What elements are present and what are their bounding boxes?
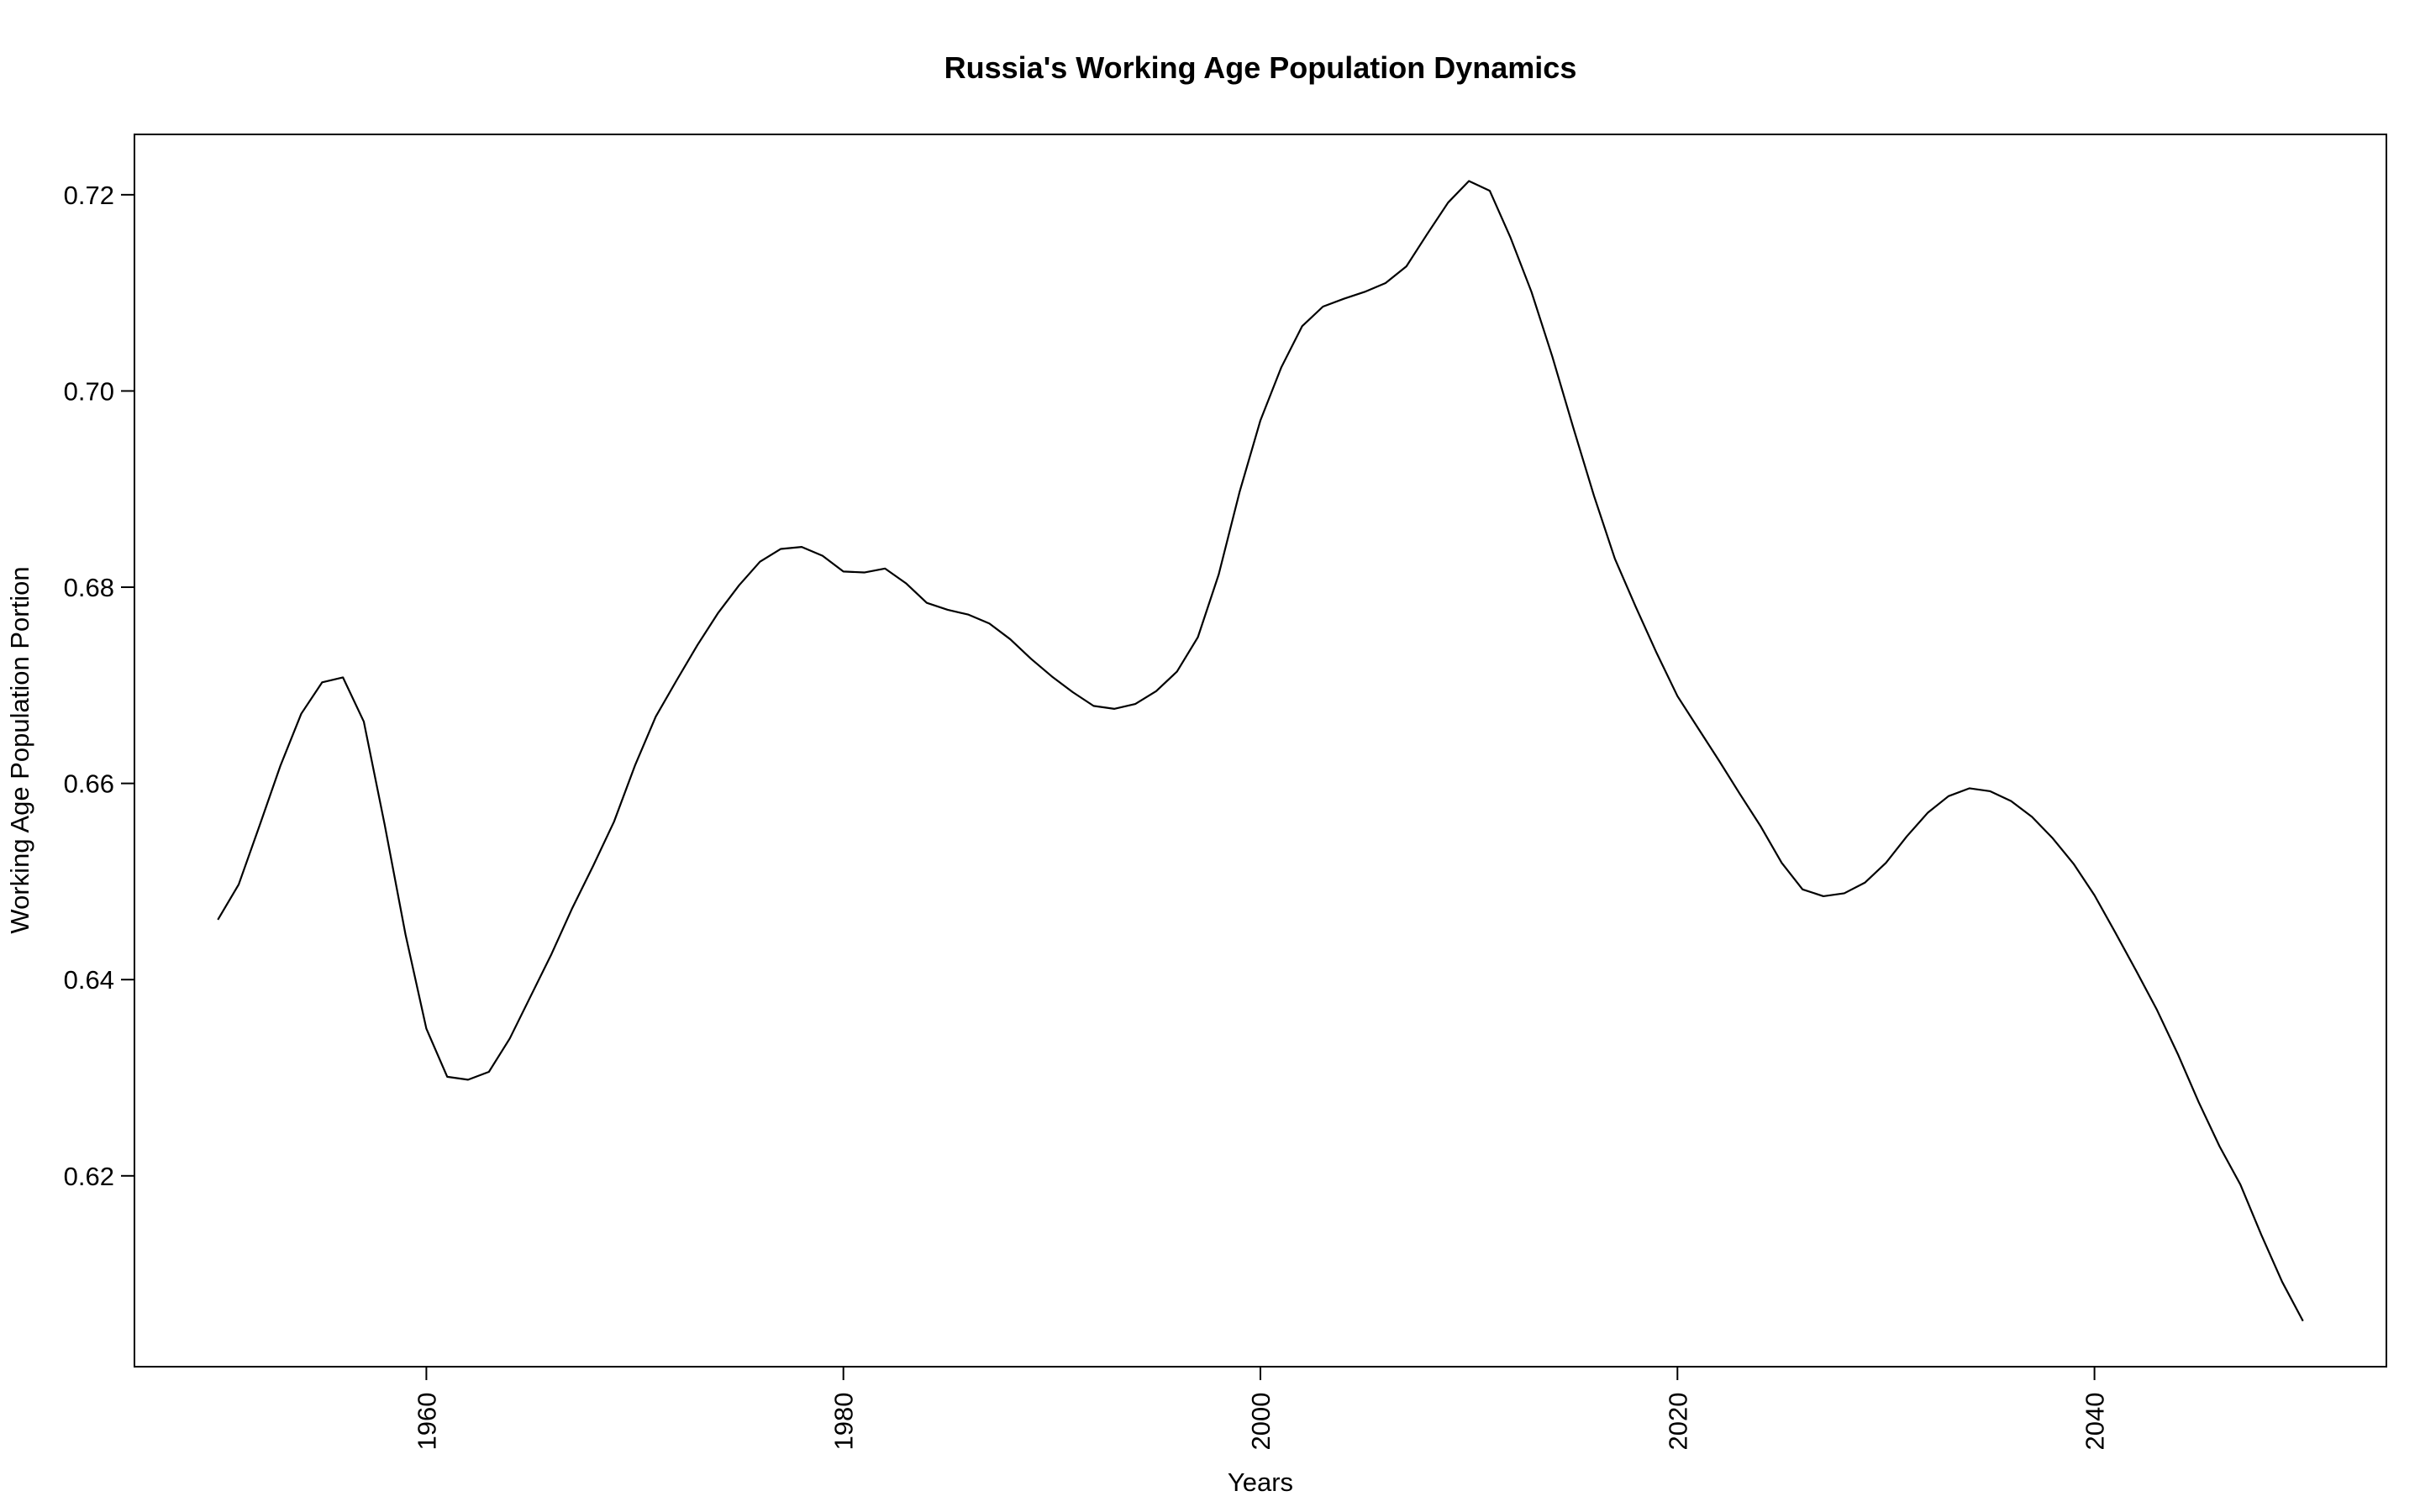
- x-axis-label: Years: [1228, 1467, 1293, 1497]
- x-tick-label: 1980: [829, 1393, 859, 1451]
- series-line: [217, 180, 2304, 1322]
- x-axis: 1960 1980 2000 2020 2040: [412, 1367, 2110, 1451]
- x-tick-label: 2020: [1663, 1393, 1692, 1451]
- y-tick-label: 0.66: [64, 769, 114, 799]
- y-axis: 0.62 0.64 0.66 0.68 0.70 0.72: [64, 181, 134, 1191]
- y-tick-label: 0.72: [64, 181, 114, 210]
- x-tick-label: 2000: [1246, 1393, 1276, 1451]
- y-tick-label: 0.62: [64, 1162, 114, 1191]
- x-tick-label: 1960: [412, 1393, 441, 1451]
- y-axis-label: Working Age Population Portion: [5, 566, 34, 933]
- x-tick-label: 2040: [2081, 1393, 2110, 1451]
- chart-title: Russia's Working Age Population Dynamics: [944, 50, 1577, 85]
- y-tick-label: 0.64: [64, 965, 114, 995]
- plot-frame: [134, 134, 2387, 1368]
- y-tick-label: 0.70: [64, 376, 114, 406]
- y-tick-label: 0.68: [64, 573, 114, 602]
